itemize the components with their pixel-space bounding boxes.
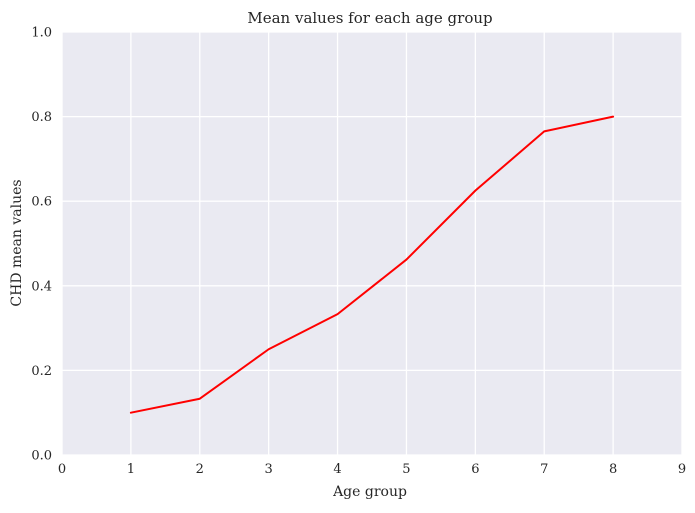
series-line (129, 115, 615, 414)
x-tick-label: 2 (196, 462, 204, 477)
x-axis-label: Age group (332, 484, 407, 500)
y-tick-label: 0.4 (31, 279, 52, 294)
y-tick-label: 0.2 (31, 364, 52, 379)
x-tick-label: 6 (471, 462, 479, 477)
y-tick-label: 0.6 (31, 195, 52, 210)
y-axis-ticks: 0.0 0.2 0.4 0.6 0.8 1.0 (31, 26, 52, 464)
plot-area (62, 32, 682, 455)
x-axis-ticks: 0 1 2 3 4 5 6 7 8 9 (58, 462, 686, 477)
y-axis-label: CHD mean values (9, 179, 25, 306)
x-tick-label: 8 (609, 462, 617, 477)
x-tick-label: 3 (265, 462, 273, 477)
y-tick-label: 0.8 (31, 110, 52, 125)
y-tick-label: 0.0 (31, 449, 52, 464)
chart-title: Mean values for each age group (247, 9, 492, 27)
x-tick-label: 9 (678, 462, 686, 477)
x-tick-label: 4 (333, 462, 341, 477)
y-tick-label: 1.0 (31, 26, 52, 41)
series-layer (129, 115, 615, 414)
x-tick-label: 1 (127, 462, 135, 477)
x-tick-label: 5 (402, 462, 410, 477)
x-tick-label: 7 (540, 462, 548, 477)
x-tick-label: 0 (58, 462, 66, 477)
